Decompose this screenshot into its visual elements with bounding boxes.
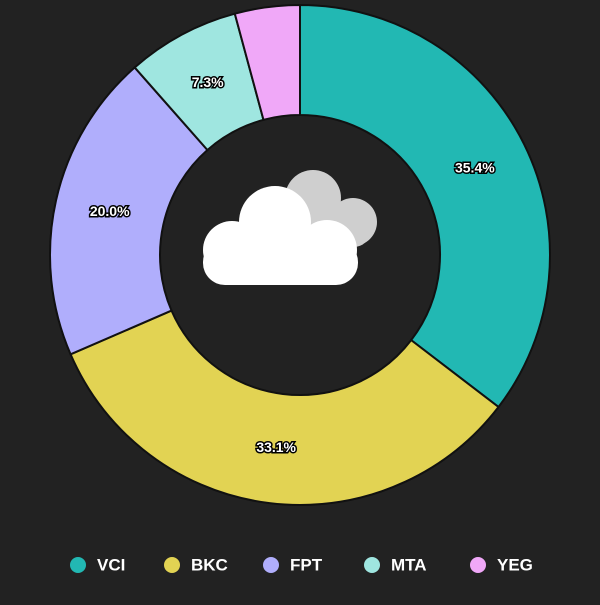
- slice: [233, 3, 301, 122]
- legend-marker: [70, 557, 86, 573]
- slice: [49, 66, 209, 356]
- value-label: 7.3%: [192, 74, 224, 90]
- slices: [49, 3, 551, 506]
- legend-label: BKC: [191, 555, 228, 574]
- legend-marker: [470, 557, 486, 573]
- legend-marker: [364, 557, 380, 573]
- value-labels: 35.4% 33.1% 20.0% 7.3%: [88, 72, 496, 456]
- value-label: 20.0%: [90, 203, 130, 219]
- legend-label: VCI: [97, 555, 125, 574]
- slice: [299, 3, 551, 409]
- legend-label: FPT: [290, 555, 323, 574]
- value-label: 35.4%: [455, 159, 495, 175]
- legend-marker: [164, 557, 180, 573]
- legend-marker: [263, 557, 279, 573]
- weather-icon: [203, 170, 377, 285]
- legend-label: MTA: [391, 555, 427, 574]
- value-label: 33.1%: [256, 439, 296, 455]
- legend-label: YEG: [497, 555, 533, 574]
- slice: [69, 309, 500, 506]
- legend: VCI BKC FPT MTA YEG: [70, 555, 533, 574]
